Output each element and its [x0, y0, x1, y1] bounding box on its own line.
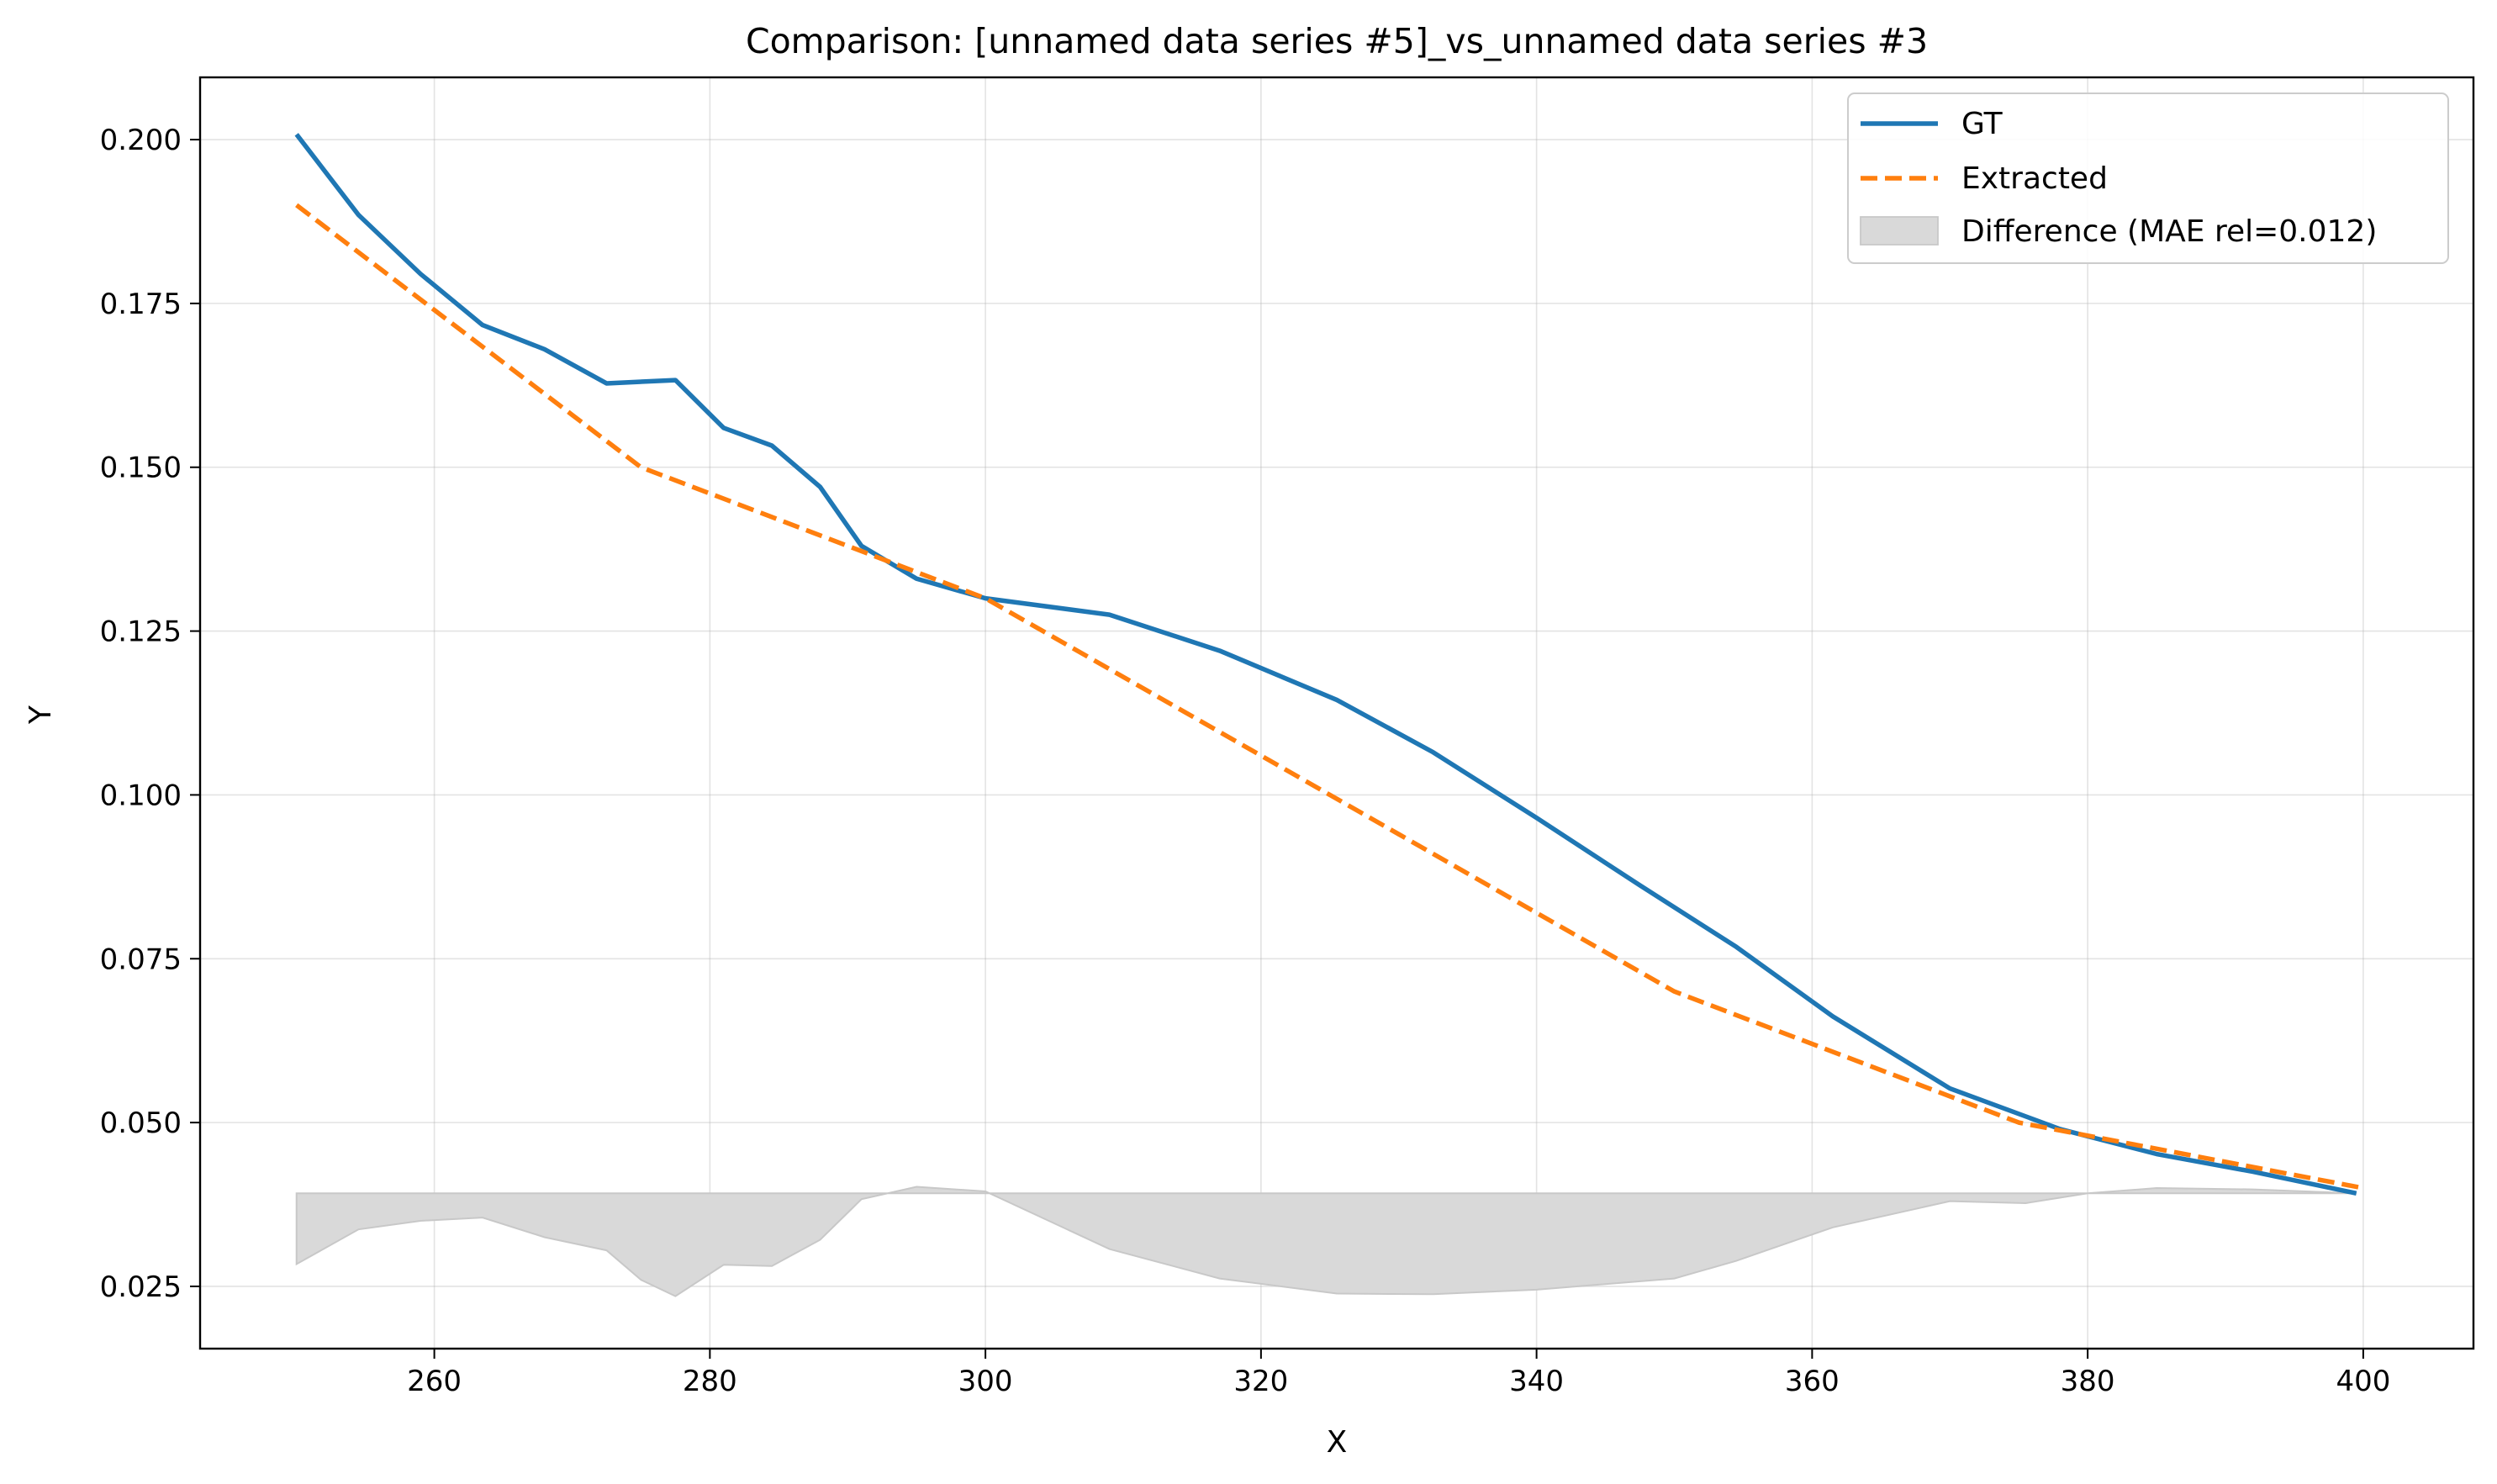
legend-difference-label: Difference (MAE rel=0.012) — [1961, 214, 2377, 249]
x-tick-label: 300 — [958, 1365, 1013, 1398]
x-tick-label: 280 — [683, 1365, 737, 1398]
legend: GT Extracted Difference (MAE rel=0.012) — [1847, 92, 2449, 264]
legend-gt-label: GT — [1961, 107, 2003, 141]
difference-area — [295, 1186, 2357, 1297]
y-tick-label: 0.150 — [100, 452, 182, 485]
y-tick-label: 0.025 — [100, 1270, 182, 1304]
extracted-series-line — [295, 203, 2364, 1191]
x-axis-ticks: 260 280 300 320 340 360 380 400 — [407, 1349, 2390, 1398]
series-layer — [294, 133, 2364, 1196]
legend-box — [1847, 92, 2449, 264]
y-tick-label: 0.100 — [100, 779, 182, 812]
x-axis-label: X — [1327, 1425, 1348, 1460]
legend-difference-swatch — [1860, 216, 1939, 246]
x-tick-label: 400 — [2336, 1365, 2390, 1398]
legend-extracted-label: Extracted — [1961, 161, 2108, 196]
y-tick-label: 0.125 — [100, 615, 182, 649]
x-tick-label: 340 — [1509, 1365, 1564, 1398]
y-axis-label: Y — [24, 705, 58, 725]
y-tick-label: 0.200 — [100, 124, 182, 157]
x-tick-label: 260 — [407, 1365, 462, 1398]
plot-frame — [198, 76, 2475, 1350]
x-tick-label: 360 — [1785, 1365, 1840, 1398]
y-tick-label: 0.075 — [100, 943, 182, 976]
y-axis-ticks: 0.025 0.050 0.075 0.100 0.125 0.150 0.175 0.200 — [100, 124, 200, 1304]
chart-title: Comparison: [unnamed data series #5]_vs_… — [746, 21, 1928, 61]
difference-area-layer — [295, 1186, 2357, 1297]
y-tick-label: 0.175 — [100, 288, 182, 321]
x-tick-label: 380 — [2061, 1365, 2115, 1398]
x-tick-label: 320 — [1233, 1365, 1288, 1398]
gt-series-line — [294, 133, 2357, 1196]
y-tick-label: 0.050 — [100, 1106, 182, 1140]
grid — [200, 77, 2473, 1349]
